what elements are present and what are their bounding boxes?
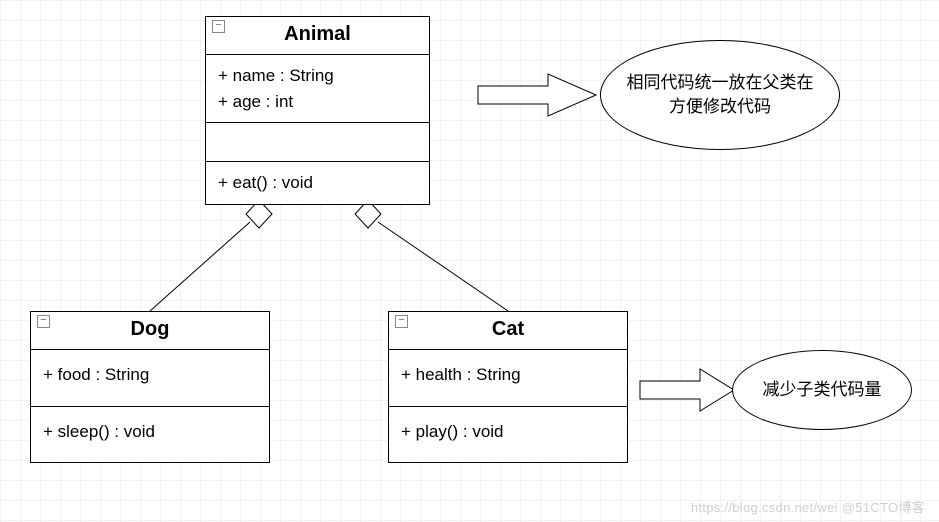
class-title: Dog [31, 312, 269, 350]
collapse-icon[interactable]: − [37, 315, 50, 328]
attribute: + food : String [43, 362, 257, 388]
attribute: + health : String [401, 362, 615, 388]
class-animal: − Animal + name : String + age : int + e… [205, 16, 430, 205]
attributes-section: + name : String + age : int [206, 55, 429, 123]
callout-arrow-child [640, 369, 734, 411]
callout-arrow-parent [478, 74, 596, 116]
attributes-section: + food : String [31, 350, 269, 407]
collapse-icon[interactable]: − [212, 20, 225, 33]
attribute: + age : int [218, 89, 417, 115]
edge-cat-animal [378, 222, 508, 311]
callout-text: 方便修改代码 [669, 97, 771, 116]
callout-text: 减少子类代码量 [763, 380, 882, 399]
collapse-icon[interactable]: − [395, 315, 408, 328]
method: + sleep() : void [43, 419, 257, 445]
edge-dog-animal [150, 222, 250, 311]
class-dog: − Dog + food : String + sleep() : void [30, 311, 270, 463]
method: + play() : void [401, 419, 615, 445]
class-title: Animal [206, 17, 429, 55]
callout-parent-note: 相同代码统一放在父类在 方便修改代码 [600, 40, 840, 150]
callout-child-note: 减少子类代码量 [732, 350, 912, 430]
class-cat: − Cat + health : String + play() : void [388, 311, 628, 463]
watermark-text: https://blog.csdn.net/wei @51CTO博客 [691, 497, 925, 516]
class-title: Cat [389, 312, 627, 350]
methods-section: + sleep() : void [31, 407, 269, 463]
spacer-section [206, 123, 429, 162]
methods-section: + eat() : void [206, 162, 429, 204]
method: + eat() : void [218, 170, 417, 196]
attributes-section: + health : String [389, 350, 627, 407]
callout-text: 相同代码统一放在父类在 [627, 73, 814, 92]
methods-section: + play() : void [389, 407, 627, 463]
attribute: + name : String [218, 63, 417, 89]
